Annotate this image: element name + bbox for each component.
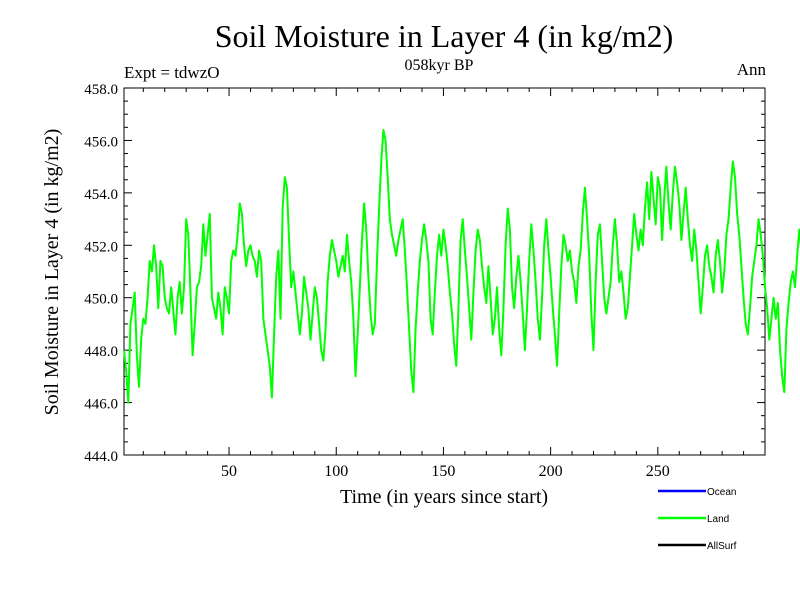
plot-frame xyxy=(123,87,766,456)
x-tick-label: 100 xyxy=(324,463,348,480)
y-tick-label: 444.0 xyxy=(84,449,118,465)
legend-label-land: Land xyxy=(707,514,729,525)
x-tick-label: 50 xyxy=(221,463,237,480)
experiment-label: Expt = tdwzO xyxy=(124,63,220,82)
legend-label-allsurf: AllSurf xyxy=(707,541,737,552)
x-tick-label: 150 xyxy=(431,463,455,480)
y-tick-label: 458.0 xyxy=(84,82,118,98)
y-tick-label: 446.0 xyxy=(84,397,118,413)
minor-ticks xyxy=(124,88,765,455)
legend: Ocean Land AllSurf xyxy=(658,487,737,552)
x-axis: 50 100 150 200 250 xyxy=(221,88,670,480)
x-tick-label: 250 xyxy=(646,463,670,480)
x-tick-label: 200 xyxy=(539,463,563,480)
plot-area: 50 100 150 200 250 444.0 446.0 448.0 450.0 452.0… xyxy=(84,82,800,480)
y-tick-label: 454.0 xyxy=(84,187,118,203)
y-tick-label: 456.0 xyxy=(84,134,118,150)
chart-subtitle: 058kyr BP xyxy=(405,57,474,74)
series-line-land xyxy=(123,128,800,404)
season-label: Ann xyxy=(737,60,767,79)
y-tick-label: 450.0 xyxy=(84,292,118,308)
legend-label-ocean: Ocean xyxy=(707,487,736,498)
x-axis-label: Time (in years since start) xyxy=(340,486,548,508)
y-tick-label: 452.0 xyxy=(84,239,118,255)
chart-title: Soil Moisture in Layer 4 (in kg/m2) xyxy=(215,18,674,54)
y-axis: 444.0 446.0 448.0 450.0 452.0 454.0 456.0 458.0 xyxy=(84,82,765,465)
y-tick-label: 448.0 xyxy=(84,344,118,360)
y-axis-label: Soil Moisture in Layer 4 (in kg/m2) xyxy=(41,129,63,416)
series-layer xyxy=(123,128,800,404)
